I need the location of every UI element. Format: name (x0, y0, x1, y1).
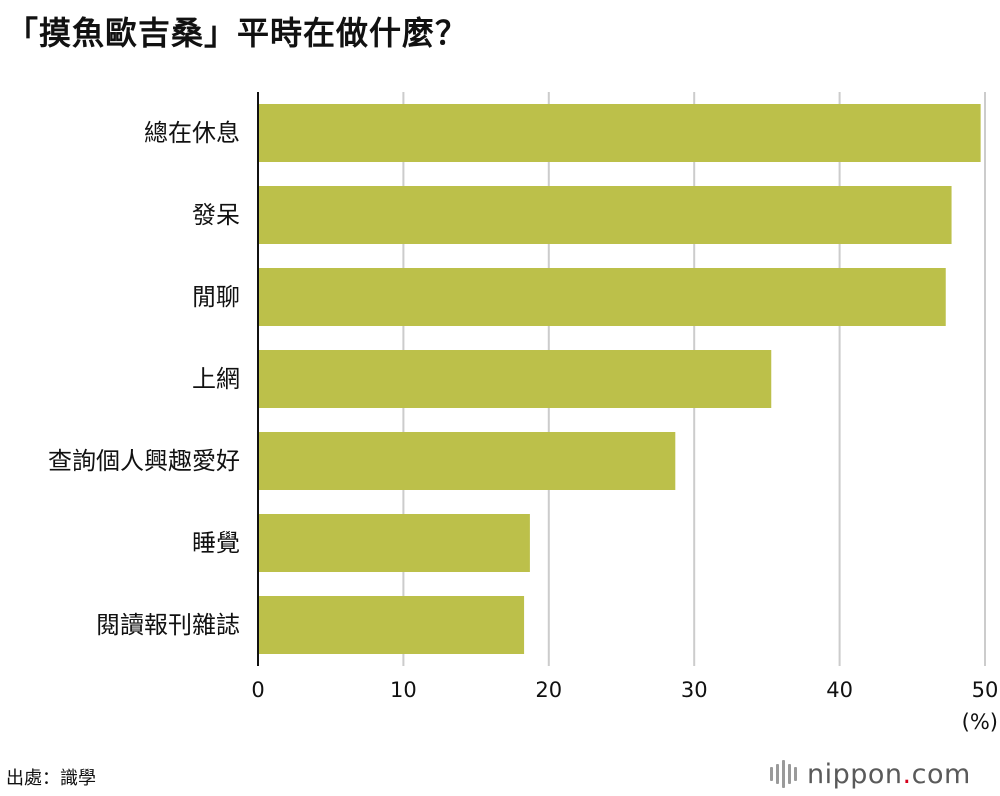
bar (258, 186, 952, 244)
x-tick-label: 20 (535, 678, 562, 702)
category-label: 閱讀報刊雜誌 (96, 611, 240, 639)
bars (258, 104, 981, 654)
category-label: 上網 (192, 365, 240, 393)
logo-wordmark: nippon.com (807, 759, 971, 790)
bar (258, 268, 946, 326)
category-label: 發呆 (192, 201, 240, 229)
x-tick-label: 10 (390, 678, 417, 702)
logo-mark-icon (770, 760, 797, 788)
category-label: 總在休息 (144, 119, 240, 147)
bar (258, 350, 772, 408)
logo-dot: . (902, 758, 912, 790)
x-tick-label: 30 (681, 678, 708, 702)
x-tick-label: 40 (826, 678, 853, 702)
bar (258, 104, 981, 162)
x-tick-label: 0 (251, 678, 264, 702)
chart-title: 「摸魚歐吉桑」平時在做什麼？ (6, 14, 469, 52)
source-note: 出處：識學 (6, 768, 96, 789)
bar (258, 432, 676, 490)
logo-suffix: com (911, 758, 971, 790)
nippon-logo[interactable]: nippon.com (770, 754, 996, 794)
x-tick-labels: 0 10 20 30 40 50 (251, 678, 998, 702)
bar (258, 514, 530, 572)
x-axis-unit: (%) (962, 710, 998, 734)
category-label: 睡覺 (192, 529, 240, 557)
logo-name: nippon (807, 758, 903, 790)
bar (258, 596, 525, 654)
x-tick-label: 50 (972, 678, 999, 702)
category-label: 閒聊 (192, 283, 240, 311)
category-label: 查詢個人興趣愛好 (48, 447, 240, 475)
